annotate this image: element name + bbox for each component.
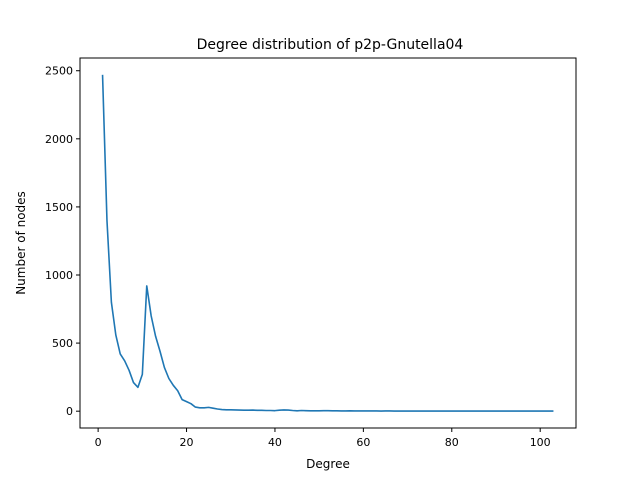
axes-frame [79,57,577,429]
y-tick-label: 0 [66,405,73,418]
x-tick-label: 0 [95,436,102,449]
y-tick-label: 1000 [45,269,73,282]
chart-title: Degree distribution of p2p-Gnutella04 [197,37,464,53]
y-tick-label: 500 [52,337,73,350]
y-tick-label: 2000 [45,133,73,146]
y-tick-label: 2500 [45,65,73,78]
x-axis-label: Degree [306,457,350,471]
x-tick-label: 40 [268,436,282,449]
x-tick-label: 80 [445,436,459,449]
y-tick-label: 1500 [45,201,73,214]
x-tick-label: 20 [180,436,194,449]
series-line-0 [101,74,554,412]
plot-area [101,74,554,412]
x-tick-label: 60 [356,436,370,449]
y-axis-label: Number of nodes [14,191,28,295]
x-tick-label: 100 [530,436,551,449]
